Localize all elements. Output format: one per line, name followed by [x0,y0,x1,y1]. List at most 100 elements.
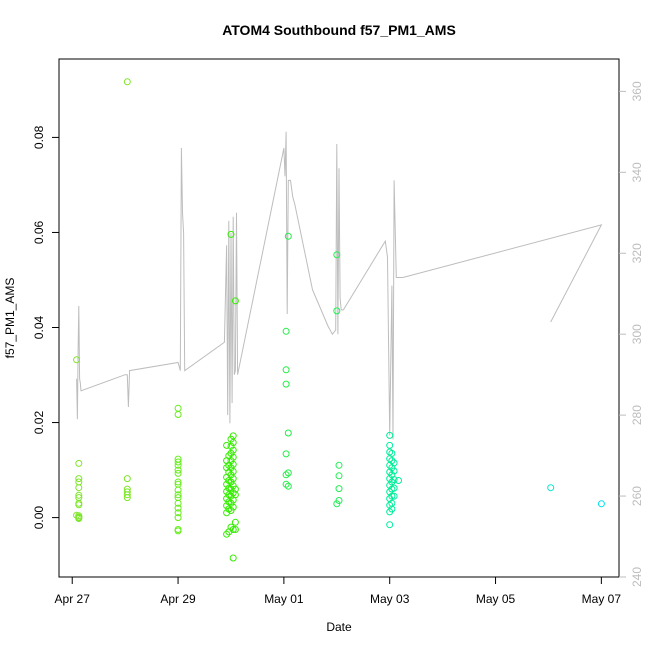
data-point [174,514,182,522]
data-point [75,484,83,492]
y-tick-label-2: 0.04 [32,316,46,340]
y2-axis: 240 260 280 300 320 340 360 [619,81,644,587]
x-tick-label-4: May 05 [476,592,516,606]
y2-tick-label-5: 340 [630,162,644,182]
data-point [227,230,235,238]
data-point [174,469,182,477]
x-tick-label-0: Apr 27 [55,592,91,606]
data-point [123,78,131,86]
y2-tick-label-1: 260 [630,486,644,506]
line-series [76,131,603,440]
data-point [75,491,83,499]
data-point [229,526,237,533]
data-point [229,503,237,511]
data-point [231,526,239,533]
data-point [229,460,237,468]
data-point [597,500,605,508]
data-point [282,327,290,335]
data-point [174,466,182,474]
data-point [335,461,343,469]
data-point [123,475,131,483]
y-tick-label-0: 0.00 [32,506,46,530]
y-tick-label-1: 0.02 [32,411,46,435]
data-point [386,441,394,449]
x-tick-label-1: Apr 29 [160,592,196,606]
data-point [231,518,239,526]
data-point [335,472,343,480]
data-point [388,457,396,465]
data-point [229,446,237,454]
data-point [284,482,292,490]
plot-frame [58,58,620,578]
y2-tick-label-2: 280 [630,405,644,425]
data-point [386,431,394,439]
data-point [282,366,290,374]
data-point [282,480,290,488]
data-point [174,504,182,512]
data-point [284,232,292,240]
data-point [174,461,182,469]
data-point [229,468,237,475]
data-point [123,494,131,502]
data-point [229,439,237,446]
x-axis: Apr 27 Apr 29 May 01 May 03 May 05 May 07 [55,577,622,606]
data-point [388,478,396,486]
data-point [390,467,398,475]
data-point [75,513,83,521]
data-point [123,491,131,499]
data-point [388,449,396,457]
data-point [388,492,396,500]
data-point [229,489,237,497]
data-point [333,307,341,315]
y2-tick-label-6: 360 [630,81,644,101]
chart-title: ATOM4 Southbound f57_PM1_AMS [222,22,456,38]
data-point [390,459,398,467]
data-point [282,380,290,388]
data-point [386,501,394,509]
data-point [229,554,237,562]
x-tick-label-3: May 03 [370,592,410,606]
data-point [284,469,292,477]
data-point [75,501,83,509]
data-point [395,477,402,484]
data-point [333,251,341,259]
data-point [386,521,394,529]
data-point [229,432,237,440]
data-point [174,527,182,535]
data-point [75,475,83,483]
data-point [390,476,398,484]
x-tick-label-5: May 07 [582,592,622,606]
data-point [223,530,231,538]
data-point [174,491,182,499]
x-tick-label-2: May 01 [264,592,304,606]
y2-tick-label-4: 320 [630,243,644,263]
data-point [231,491,239,499]
data-point [390,484,398,492]
data-point [284,429,292,437]
data-point [229,475,237,483]
data-point [75,459,83,467]
line-series-path-0 [76,131,603,440]
data-point [333,500,341,508]
data-point [229,453,237,461]
y2-tick-label-0: 240 [630,567,644,587]
scatter-series [73,78,605,562]
data-point [174,509,182,517]
data-point [73,356,81,364]
data-point [223,441,231,449]
data-point [174,478,182,486]
data-point [390,492,398,500]
data-point [547,484,555,492]
y-axis-label: f57_PM1_AMS [3,278,17,359]
y2-tick-label-3: 300 [630,324,644,344]
data-point [388,505,396,513]
data-point [282,450,290,458]
data-point [174,458,182,466]
y-tick-label-3: 0.06 [32,220,46,244]
y-axis: 0.00 0.02 0.04 0.06 0.08 [32,125,59,529]
data-point [174,499,182,507]
data-point [282,471,290,479]
data-point [174,411,182,418]
data-point [174,404,182,412]
